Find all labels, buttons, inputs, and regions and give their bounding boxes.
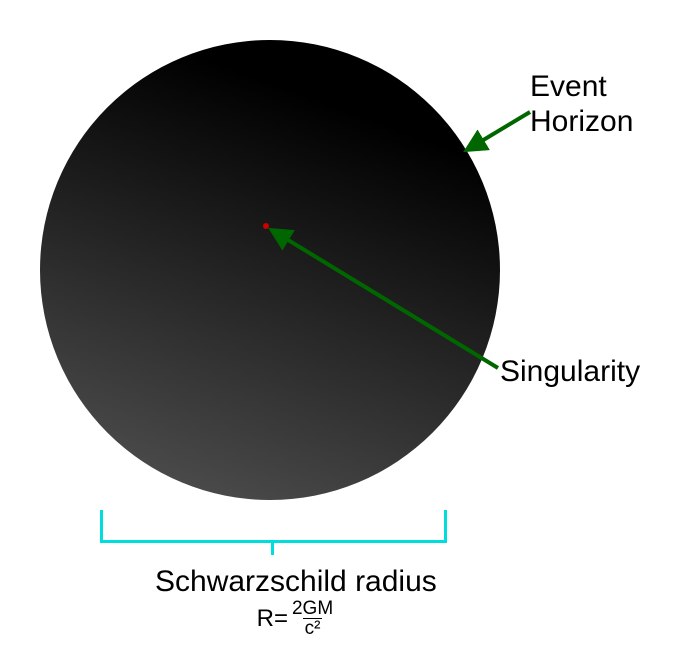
bracket-horiz-right bbox=[271, 540, 446, 543]
formula-denominator: c² bbox=[303, 618, 323, 638]
bracket-horiz-left bbox=[100, 540, 274, 543]
formula-numerator: 2GM bbox=[290, 599, 335, 618]
formula-lhs: R= bbox=[257, 605, 288, 633]
formula-fraction: 2GM c² bbox=[290, 599, 335, 638]
schwarzschild-formula: R= 2GM c² bbox=[155, 599, 437, 638]
bracket-right-vert bbox=[444, 510, 447, 543]
bracket-left-vert bbox=[100, 510, 103, 543]
schwarzschild-label-block: Schwarzschild radius R= 2GM c² bbox=[155, 565, 437, 638]
bracket-center-drop bbox=[271, 540, 274, 555]
schwarzschild-label: Schwarzschild radius bbox=[155, 565, 437, 599]
